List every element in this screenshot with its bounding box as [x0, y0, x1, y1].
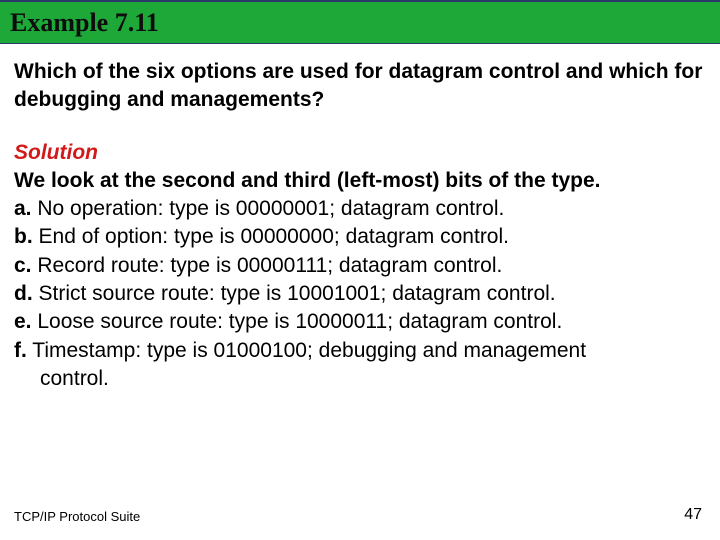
option-text: No operation: type is 00000001; datagram… [32, 197, 505, 220]
option-label: a. [14, 197, 32, 220]
option-text: Record route: type is 00000111; datagram… [32, 254, 503, 277]
option-a: a. No operation: type is 00000001; datag… [14, 195, 706, 223]
option-c: c. Record route: type is 00000111; datag… [14, 252, 706, 280]
option-text: Strict source route: type is 10001001; d… [33, 282, 556, 305]
solution-body: We look at the second and third (left-mo… [14, 167, 706, 394]
slide-content: Which of the six options are used for da… [0, 44, 720, 393]
option-label: b. [14, 225, 33, 248]
slide-title: Example 7.11 [10, 8, 159, 38]
solution-heading: Solution [14, 141, 706, 165]
option-label: d. [14, 282, 33, 305]
option-f-continuation: control. [14, 365, 706, 393]
option-text: Timestamp: type is 01000100; debugging a… [27, 339, 586, 362]
option-label: e. [14, 310, 32, 333]
option-text: End of option: type is 00000000; datagra… [33, 225, 509, 248]
title-bar: Example 7.11 [0, 0, 720, 44]
option-label: f. [14, 339, 27, 362]
option-text-cont: control. [40, 367, 109, 390]
option-text: Loose source route: type is 10000011; da… [32, 310, 563, 333]
solution-intro-text: We look at the second and third (left-mo… [14, 169, 600, 192]
option-d: d. Strict source route: type is 10001001… [14, 280, 706, 308]
option-label: c. [14, 254, 32, 277]
solution-intro: We look at the second and third (left-mo… [14, 167, 706, 195]
page-number: 47 [684, 506, 702, 524]
footer-source: TCP/IP Protocol Suite [14, 509, 140, 524]
option-f: f. Timestamp: type is 01000100; debuggin… [14, 337, 706, 365]
option-e: e. Loose source route: type is 10000011;… [14, 308, 706, 336]
option-b: b. End of option: type is 00000000; data… [14, 223, 706, 251]
question-text: Which of the six options are used for da… [14, 58, 706, 115]
